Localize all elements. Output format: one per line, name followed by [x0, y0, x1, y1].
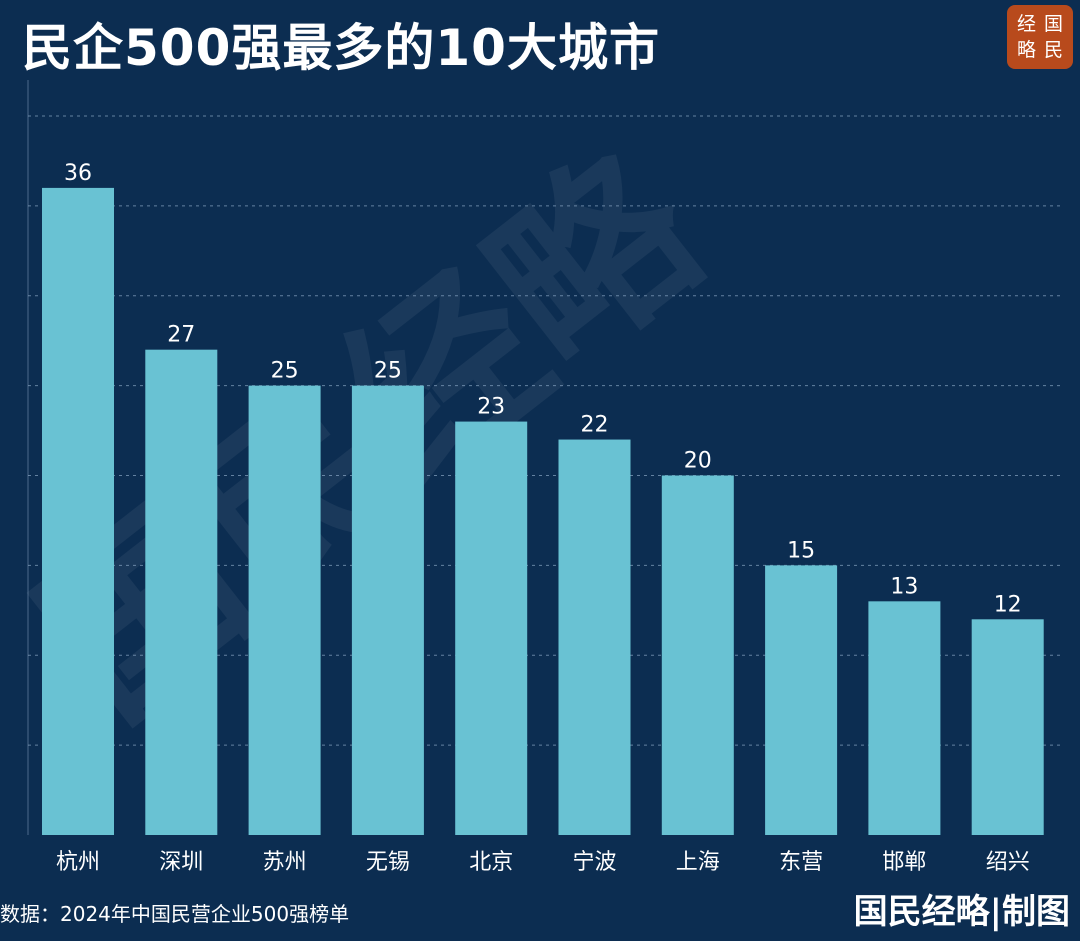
data-label: 13	[890, 574, 918, 599]
data-label: 20	[684, 449, 712, 474]
x-tick-label: 邯郸	[882, 850, 926, 875]
bar	[765, 565, 838, 835]
bar	[351, 385, 424, 835]
brand-logo: 经 国 略 民	[1007, 5, 1073, 69]
x-tick-label: 上海	[676, 850, 720, 875]
data-source: 数据：2024年中国民营企业500强榜单	[0, 902, 350, 926]
logo-char: 略	[1016, 39, 1036, 61]
data-label: 15	[787, 538, 815, 563]
bar	[661, 475, 734, 835]
x-tick-label: 东营	[779, 850, 823, 875]
logo-char: 国	[1043, 13, 1063, 35]
data-label: 12	[994, 592, 1022, 617]
x-tick-label: 苏州	[263, 850, 307, 875]
logo-char: 民	[1043, 39, 1063, 61]
brand-credit: 国民经略|制图	[853, 892, 1070, 932]
bar	[145, 349, 218, 835]
x-tick-label: 宁波	[572, 850, 616, 875]
x-tick-label: 无锡	[366, 850, 410, 875]
bar	[971, 619, 1044, 835]
bar	[248, 385, 321, 835]
data-label: 27	[167, 323, 195, 348]
data-label: 36	[64, 161, 92, 186]
data-label: 25	[374, 359, 402, 384]
logo-char: 经	[1016, 13, 1036, 35]
bar	[455, 421, 528, 835]
data-label: 22	[581, 413, 609, 438]
chart-title: 民企500强最多的10大城市	[22, 19, 660, 77]
x-tick-label: 绍兴	[986, 850, 1030, 875]
x-tick-label: 深圳	[159, 850, 203, 875]
data-label: 23	[477, 395, 505, 420]
bar	[868, 601, 941, 835]
data-label: 25	[271, 359, 299, 384]
x-tick-label: 杭州	[56, 850, 100, 875]
bar	[42, 187, 114, 835]
bar	[558, 439, 631, 835]
x-tick-label: 北京	[469, 850, 513, 875]
